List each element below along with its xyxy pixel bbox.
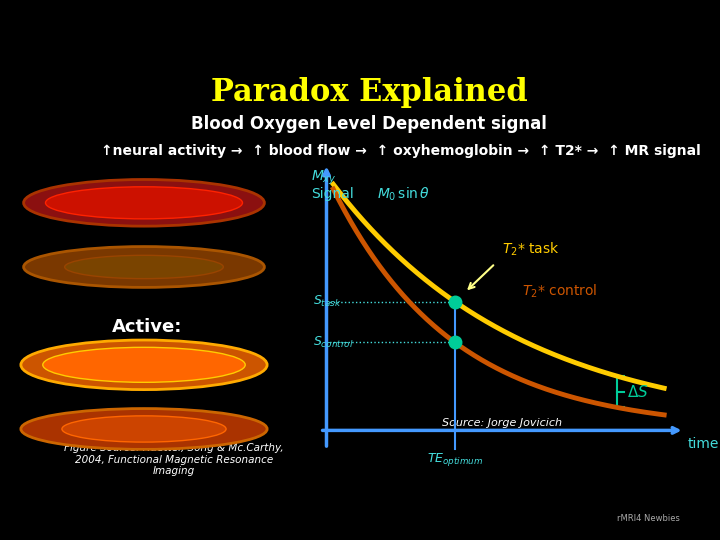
- Text: $S_{control}$: $S_{control}$: [313, 335, 354, 350]
- Ellipse shape: [24, 179, 264, 226]
- Text: $S_{task}$: $S_{task}$: [313, 294, 341, 309]
- Text: Active:: Active:: [112, 319, 183, 336]
- Text: $M_{xy}$: $M_{xy}$: [311, 168, 337, 186]
- Ellipse shape: [42, 347, 246, 382]
- Text: $\Delta S$: $\Delta S$: [627, 384, 649, 400]
- Text: $T_2$* control: $T_2$* control: [522, 283, 598, 300]
- Text: Figure Source: Huettel, Song & Mc.Carthy,
2004, Functional Magnetic Resonance
Im: Figure Source: Huettel, Song & Mc.Carthy…: [64, 443, 284, 476]
- Text: $TE_{optimum}$: $TE_{optimum}$: [427, 451, 483, 468]
- Ellipse shape: [21, 409, 267, 449]
- Ellipse shape: [45, 187, 243, 219]
- Ellipse shape: [24, 247, 264, 287]
- Text: Source: Jorge Jovicich: Source: Jorge Jovicich: [441, 418, 562, 428]
- Ellipse shape: [21, 340, 267, 390]
- Text: Blood Oxygen Level Dependent signal: Blood Oxygen Level Dependent signal: [191, 114, 547, 133]
- Text: rMRI4 Newbies: rMRI4 Newbies: [616, 514, 680, 523]
- Text: time: time: [688, 437, 719, 451]
- Ellipse shape: [62, 416, 226, 442]
- Text: $M_0\,\sin\theta$: $M_0\,\sin\theta$: [377, 185, 431, 202]
- Text: At Rest:: At Rest:: [112, 190, 194, 207]
- Text: ↑neural activity →  ↑ blood flow →  ↑ oxyhemoglobin →  ↑ T2* →  ↑ MR signal: ↑neural activity → ↑ blood flow → ↑ oxyh…: [101, 144, 701, 158]
- Text: Signal: Signal: [311, 187, 354, 201]
- Text: $T_2$* task: $T_2$* task: [502, 241, 559, 259]
- Text: Paradox Explained: Paradox Explained: [211, 77, 527, 109]
- Ellipse shape: [65, 255, 223, 279]
